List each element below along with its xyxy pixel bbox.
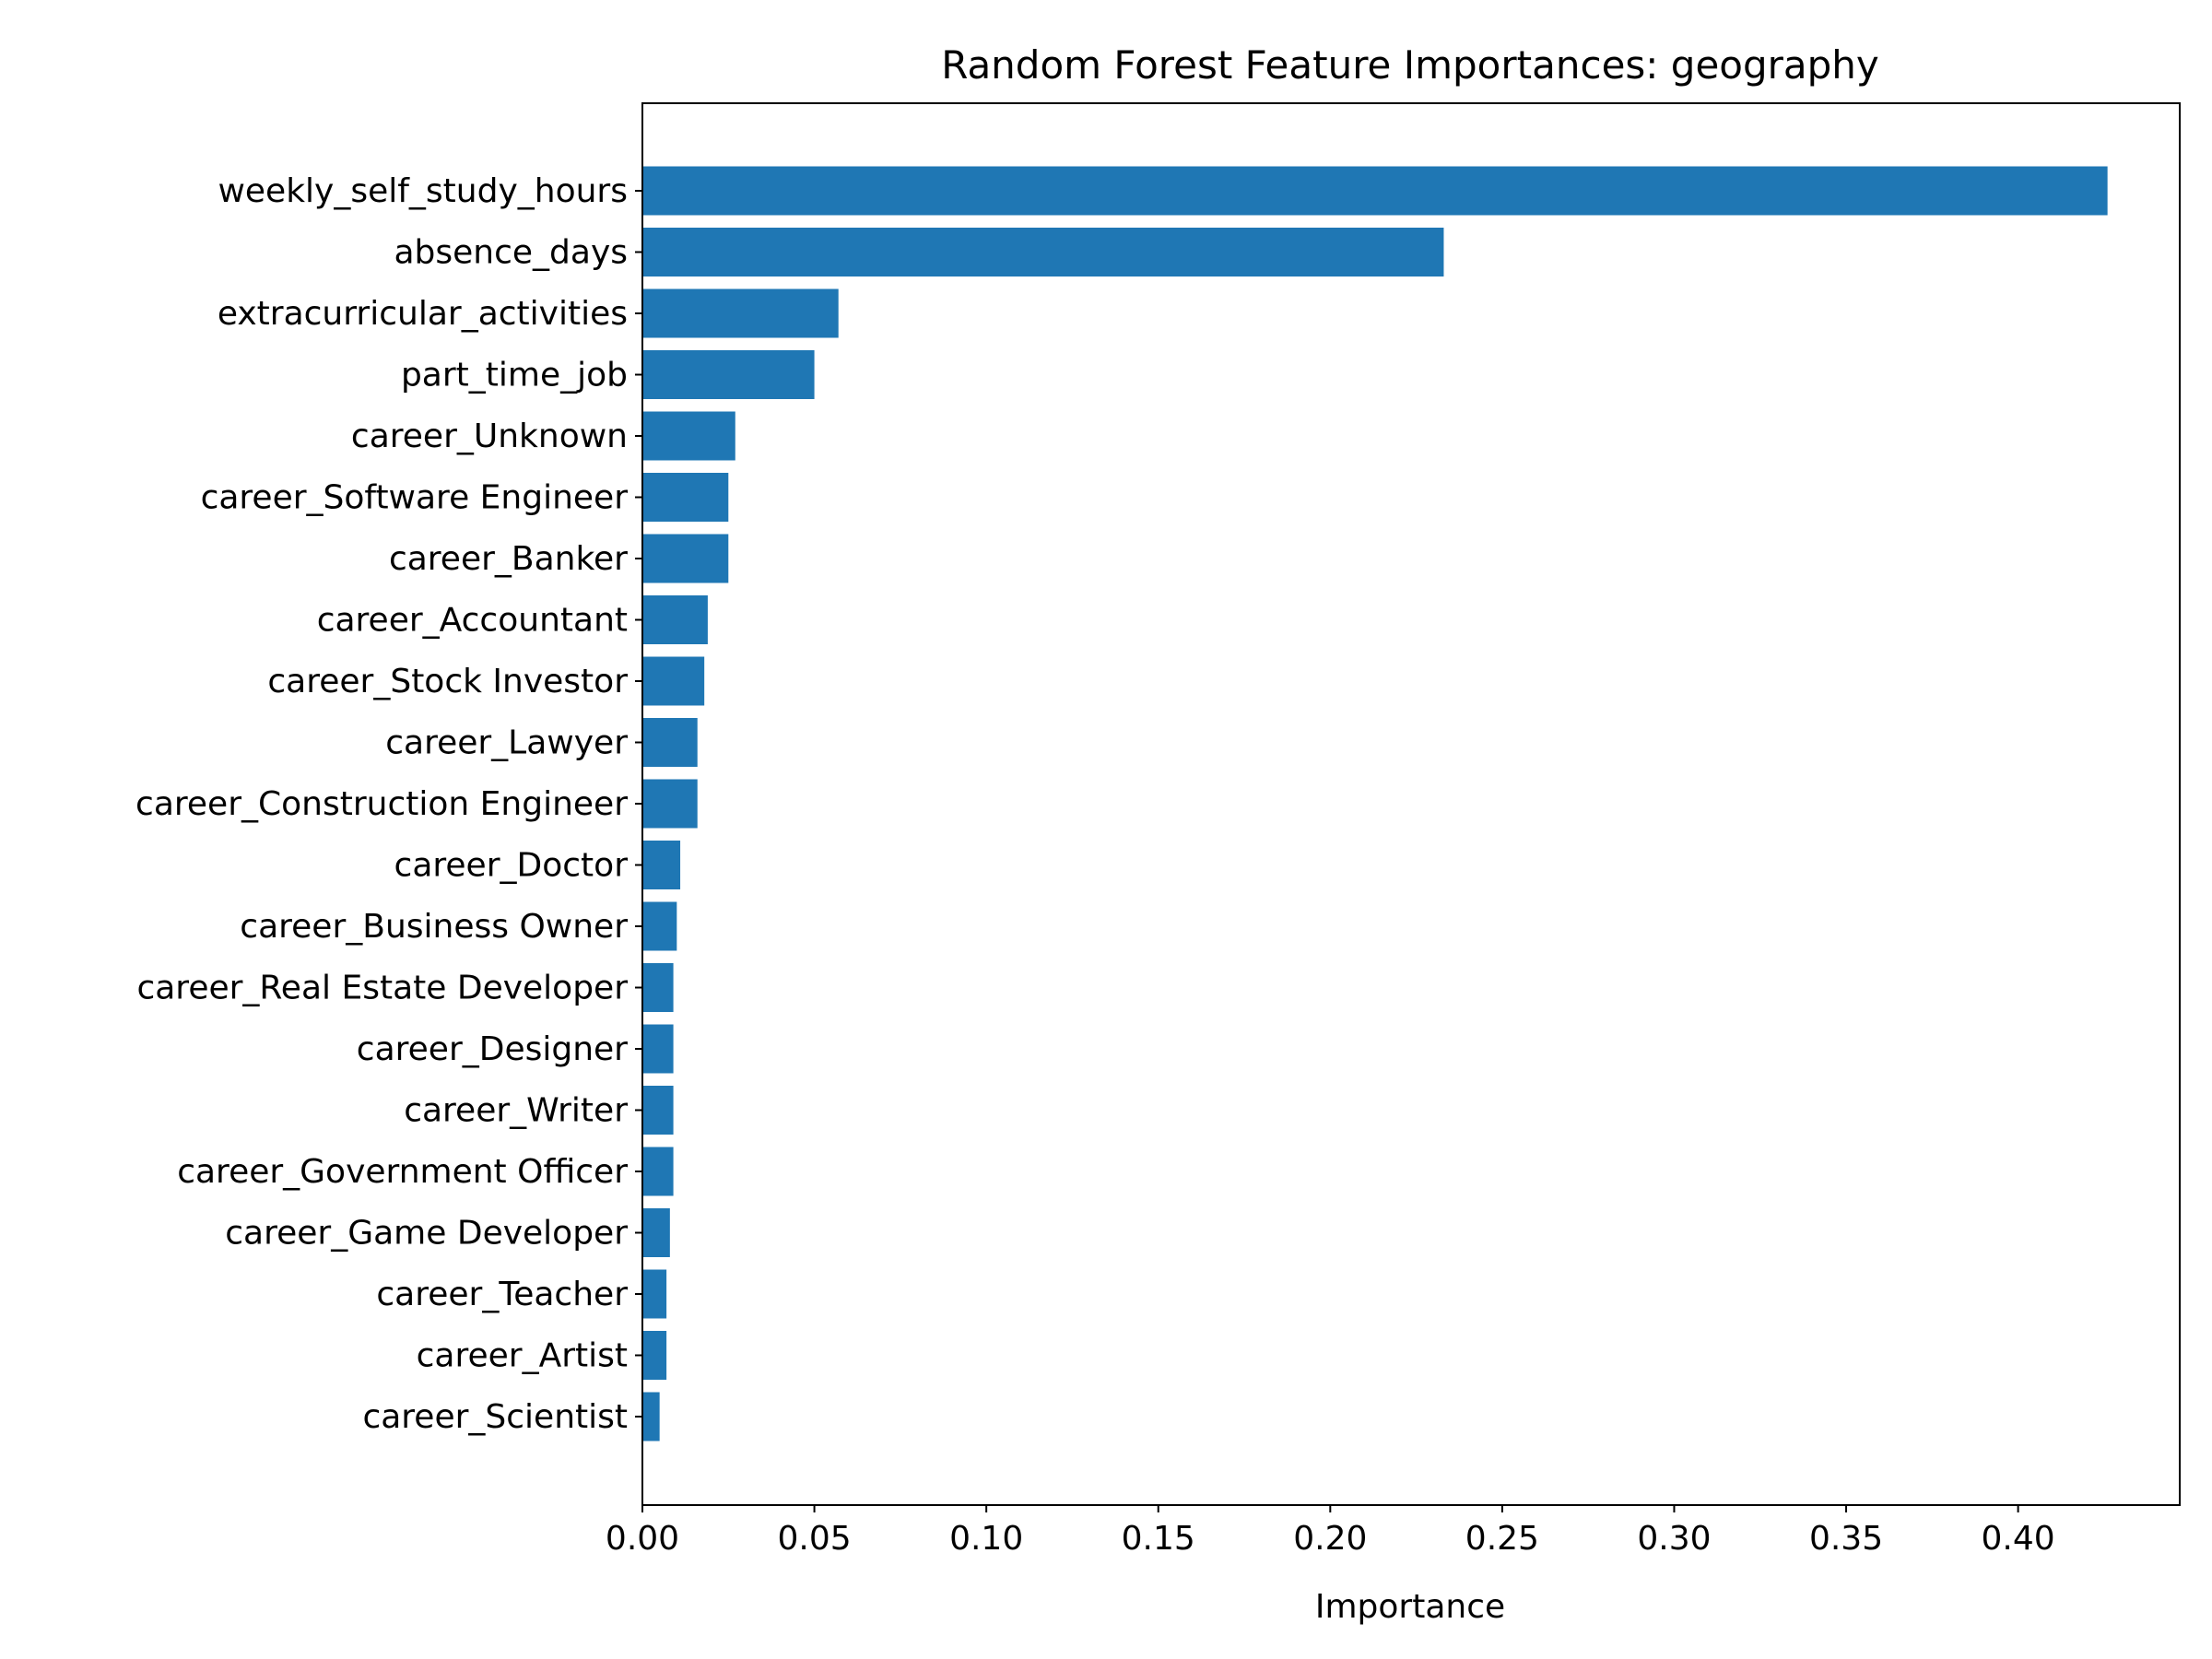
bar-14 [642,1024,674,1074]
x-tick-label-5: 0.25 [1465,1520,1539,1558]
category-label-4: career_Unknown [351,418,628,455]
category-label-10: career_Construction Engineer [135,785,628,823]
bar-13 [642,963,674,1012]
bar-1 [642,228,1444,276]
bars-group [642,166,2108,1441]
category-labels-group: weekly_self_study_hours absence_daysextra… [135,172,642,1436]
category-label-18: career_Teacher [376,1276,628,1313]
category-label-2: extracurricular_activities [218,295,628,333]
category-label-17: career_Game Developer [225,1215,628,1253]
category-label-13: career_Real Estate Developer [136,970,628,1007]
bar-2 [642,288,839,338]
x-tick-label-2: 0.10 [949,1520,1023,1558]
category-label-6: career_Banker [389,540,628,578]
x-tick-label-0: 0.00 [606,1520,679,1558]
category-label-8: career_Stock Investor [267,663,628,700]
bar-12 [642,901,677,951]
category-label-9: career_Lawyer [385,724,628,762]
bar-7 [642,595,708,644]
bar-10 [642,779,698,829]
x-ticks-group: 0.00 0.05 0.10 0.15 0.20 0.25 0.30 0.35 0.40 [606,1505,2055,1558]
category-label-3: part_time_job [401,357,628,394]
bar-6 [642,534,729,583]
bar-5 [642,473,729,522]
bar-8 [642,656,705,706]
x-axis-label: Importance [1315,1588,1505,1626]
bar-20 [642,1392,660,1441]
category-label-1: absence_days [394,234,628,272]
x-tick-label-7: 0.35 [1809,1520,1883,1558]
bar-15 [642,1086,674,1135]
category-label-15: career_Writer [404,1092,628,1130]
bar-18 [642,1269,667,1319]
bar-16 [642,1147,674,1196]
bar-11 [642,841,681,889]
x-tick-label-3: 0.15 [1122,1520,1195,1558]
category-label-12: career_Business Owner [240,908,628,946]
x-tick-label-8: 0.40 [1982,1520,2055,1558]
bar-0 [642,166,2108,216]
bar-3 [642,350,815,399]
category-label-14: career_Designer [357,1030,628,1068]
x-tick-label-6: 0.30 [1637,1520,1711,1558]
category-label-16: career_Government Officer [177,1153,628,1191]
bar-4 [642,411,735,461]
x-tick-label-1: 0.05 [777,1520,851,1558]
category-label-11: career_Doctor [394,847,629,885]
x-tick-label-4: 0.20 [1293,1520,1367,1558]
category-label-5: career_Software Engineer [201,479,629,517]
category-label-19: career_Artist [417,1337,628,1375]
bar-17 [642,1208,670,1257]
bar-9 [642,718,698,767]
category-label-7: career_Accountant [317,602,628,640]
plot-frame [641,102,2181,1506]
bar-19 [642,1331,667,1380]
chart-title: Random Forest Feature Importances: geogr… [941,42,1879,88]
category-label-20: career_Scientist [362,1398,628,1436]
category-label-0: weekly_self_study_hours [218,172,628,210]
